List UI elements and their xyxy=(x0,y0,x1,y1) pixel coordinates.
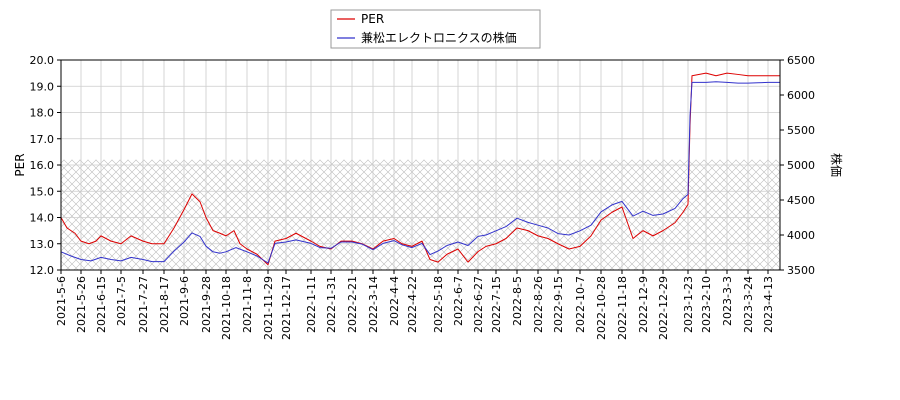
legend-box xyxy=(330,9,541,49)
x-tick-label: 2022-12-29 xyxy=(657,276,670,340)
x-tick-label: 2022-1-31 xyxy=(325,276,338,333)
x-tick-label: 2023-2-10 xyxy=(700,276,713,333)
y-axis-title-left: PER xyxy=(13,153,27,176)
y-tick-label-right: 4000 xyxy=(787,229,815,242)
x-tick-label: 2021-11-8 xyxy=(241,276,254,333)
x-tick-label: 2022-12-9 xyxy=(637,276,650,333)
x-tick-label: 2022-5-18 xyxy=(432,276,445,333)
x-tick-label: 2022-4-22 xyxy=(406,276,419,333)
x-tick-label: 2022-9-15 xyxy=(552,276,565,333)
x-tick-label: 2022-11-18 xyxy=(616,276,629,340)
x-tick-label: 2021-6-15 xyxy=(95,276,108,333)
x-tick-label: 2021-12-17 xyxy=(280,276,293,340)
x-tick-label: 2021-9-6 xyxy=(178,276,191,326)
x-tick-label: 2022-6-27 xyxy=(472,276,485,333)
y-tick-label-right: 6000 xyxy=(787,89,815,102)
y-tick-label-right: 5500 xyxy=(787,124,815,137)
x-tick-label: 2021-7-5 xyxy=(115,276,128,326)
x-tick-label: 2023-1-23 xyxy=(682,276,695,333)
x-tick-label: 2022-1-11 xyxy=(305,276,318,333)
x-tick-label: 2021-9-28 xyxy=(200,276,213,333)
y-tick-label-left: 13.0 xyxy=(30,238,55,251)
y-tick-label-right: 4500 xyxy=(787,194,815,207)
x-tick-label: 2022-8-26 xyxy=(532,276,545,333)
legend-label-price: 兼松エレクトロニクスの株価 xyxy=(361,30,517,45)
x-tick-label: 2022-10-7 xyxy=(574,276,587,333)
legend-label-per: PER xyxy=(361,12,384,26)
x-tick-label: 2022-10-28 xyxy=(595,276,608,340)
y-tick-label-right: 5000 xyxy=(787,159,815,172)
y-tick-label-left: 20.0 xyxy=(30,54,55,67)
x-tick-label: 2022-3-14 xyxy=(367,276,380,333)
x-tick-label: 2022-8-5 xyxy=(511,276,524,326)
y-axis-title-right: 株価 xyxy=(829,153,844,177)
x-tick-label: 2021-11-29 xyxy=(262,276,275,340)
x-tick-label: 2022-2-21 xyxy=(346,276,359,333)
x-tick-label: 2023-3-3 xyxy=(721,276,734,326)
legend: PER 兼松エレクトロニクスの株価 xyxy=(330,9,541,49)
y-tick-label-left: 16.0 xyxy=(30,159,55,172)
y-tick-label-left: 14.0 xyxy=(30,212,55,225)
y-tick-label-left: 18.0 xyxy=(30,107,55,120)
x-tick-label: 2021-5-26 xyxy=(75,276,88,333)
hatched-band xyxy=(61,159,780,270)
y-tick-label-left: 15.0 xyxy=(30,185,55,198)
y-tick-label-right: 3500 xyxy=(787,264,815,277)
x-tick-label: 2021-5-6 xyxy=(55,276,68,326)
y-tick-label-right: 6500 xyxy=(787,54,815,67)
y-tick-label-left: 19.0 xyxy=(30,80,55,93)
x-tick-label: 2021-10-18 xyxy=(220,276,233,340)
x-tick-label: 2022-6-7 xyxy=(452,276,465,326)
x-tick-label: 2023-4-13 xyxy=(762,276,775,333)
stock-price-line xyxy=(61,81,780,264)
x-tick-label: 2022-7-15 xyxy=(490,276,503,333)
y-tick-label-left: 17.0 xyxy=(30,133,55,146)
x-tick-label: 2021-7-27 xyxy=(137,276,150,333)
x-tick-label: 2022-4-4 xyxy=(388,276,401,326)
x-tick-label: 2021-8-17 xyxy=(158,276,171,333)
per-line xyxy=(61,72,780,266)
y-tick-label-left: 12.0 xyxy=(30,264,55,277)
x-tick-label: 2023-3-24 xyxy=(742,276,755,333)
